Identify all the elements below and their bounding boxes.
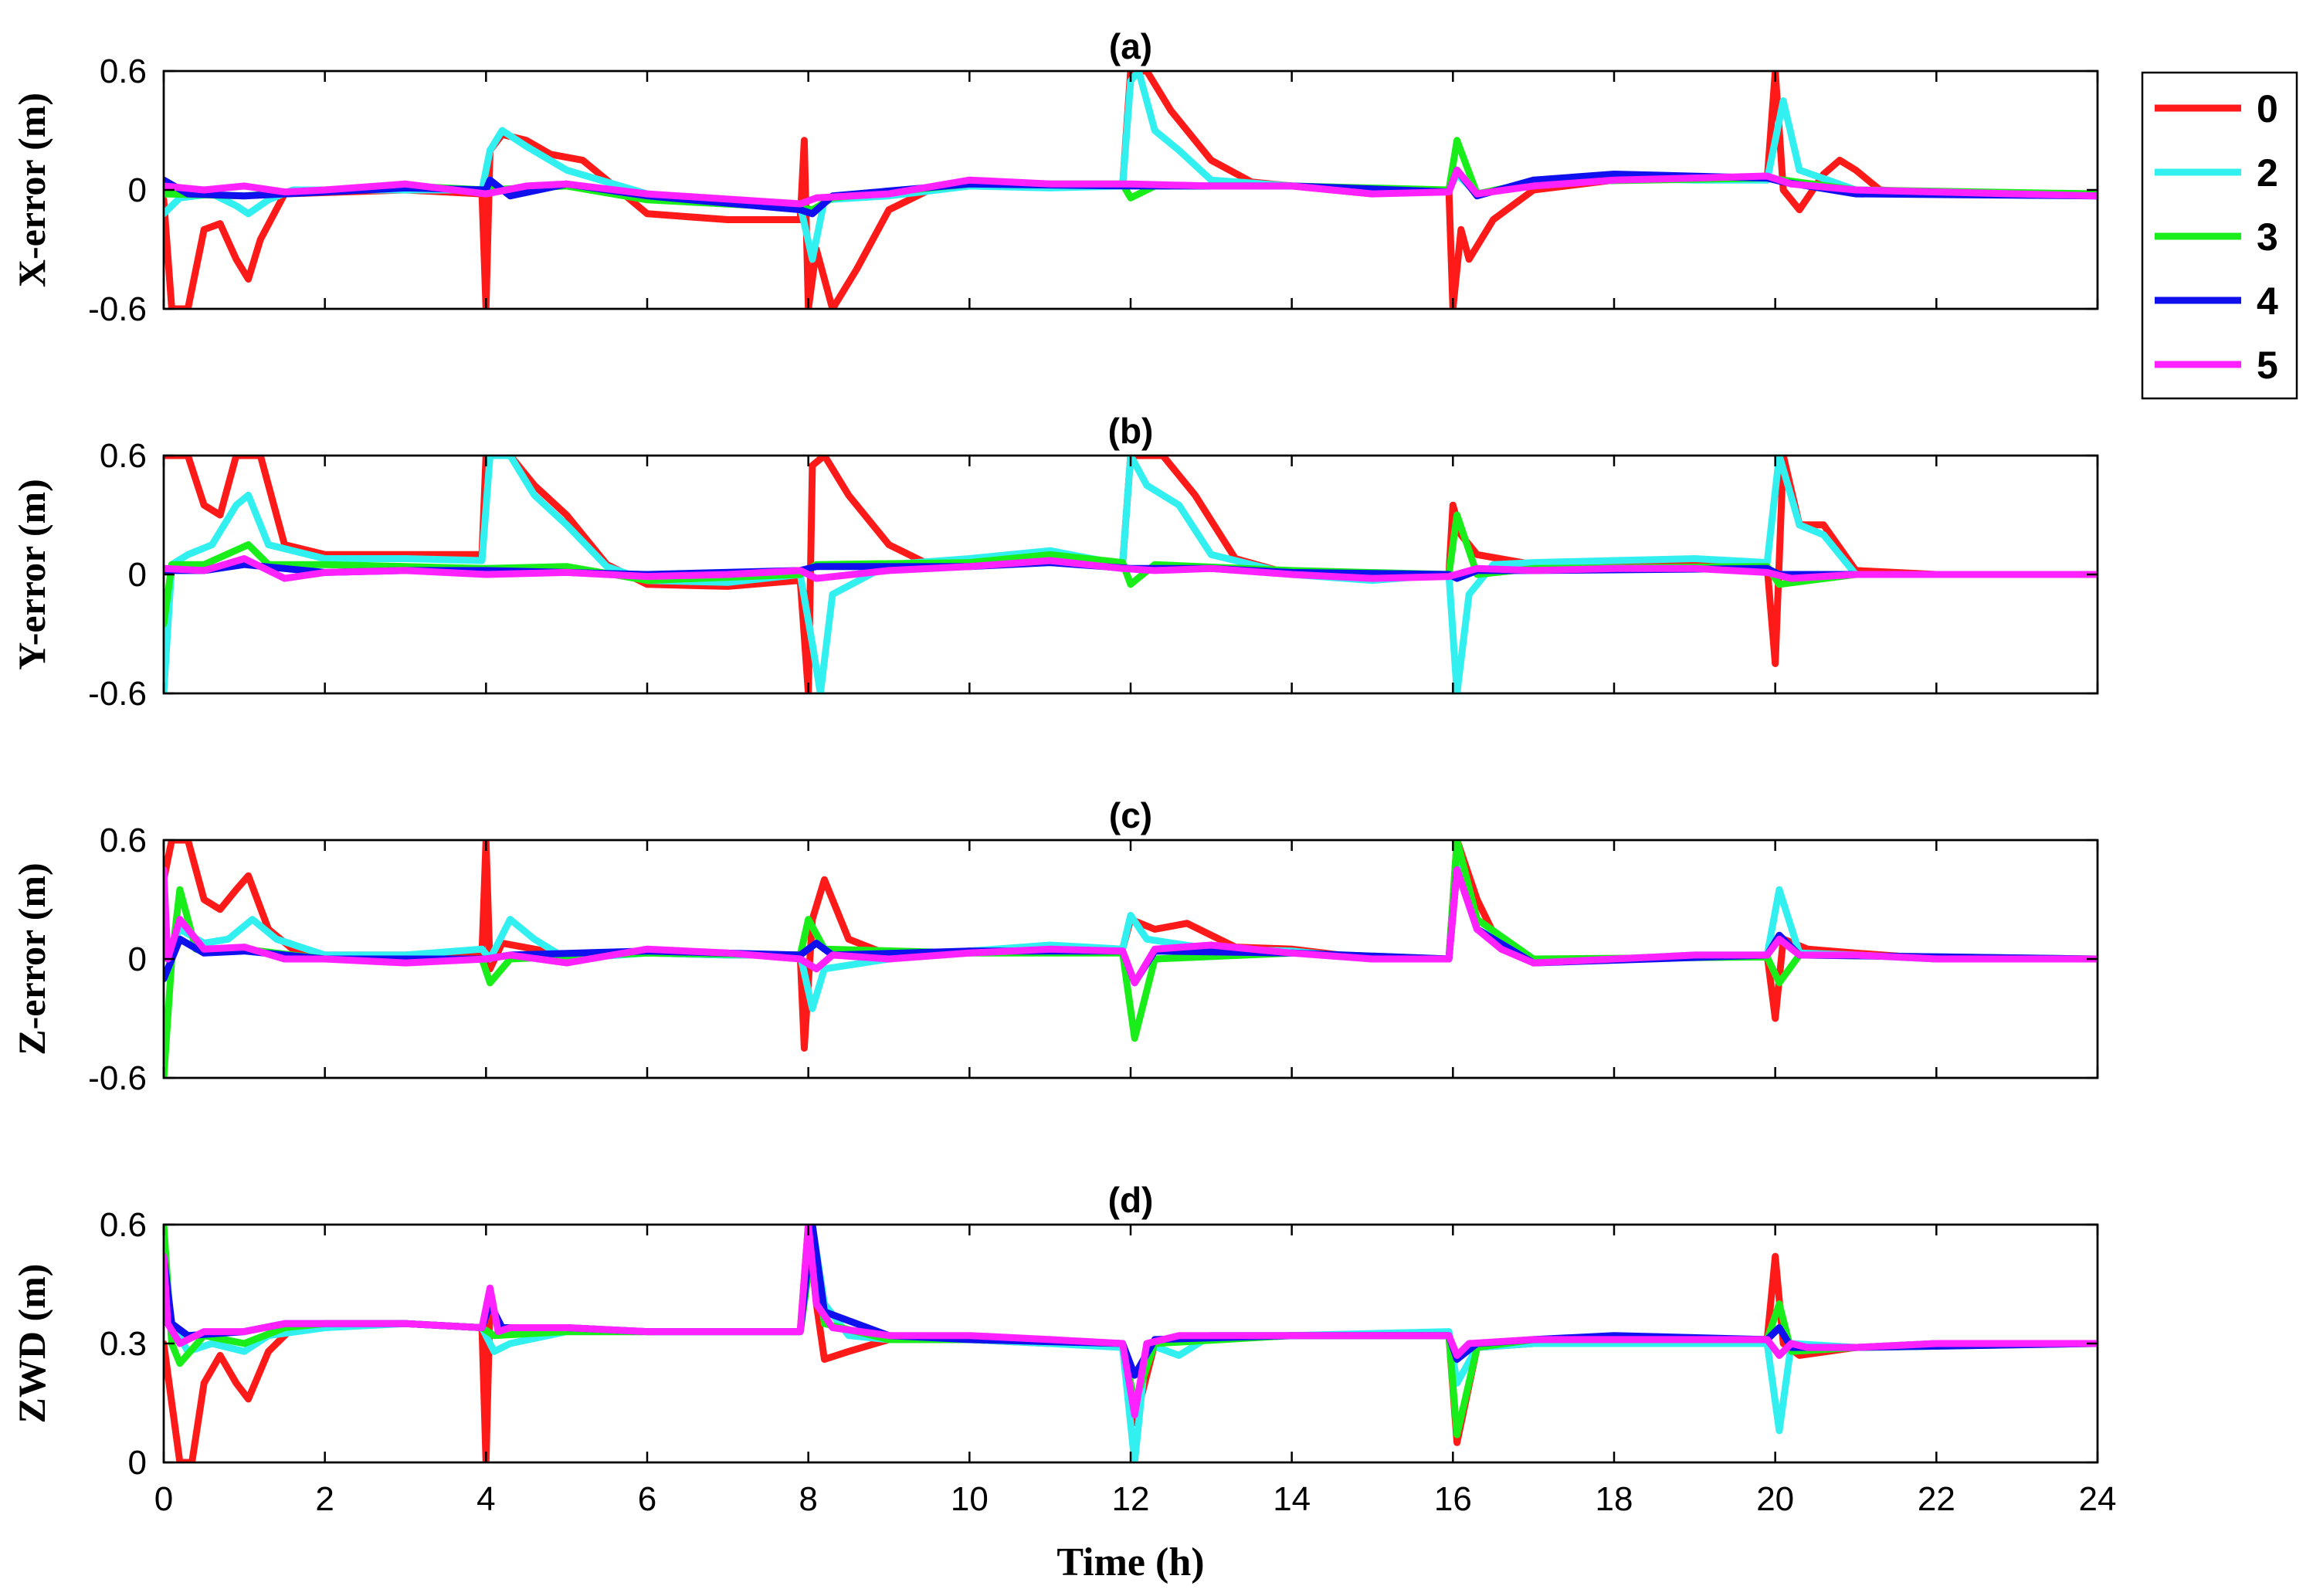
y-tick-label: 0: [128, 940, 147, 978]
x-tick-label: 22: [1918, 1480, 1955, 1518]
series-line-5: [164, 1225, 2098, 1418]
series-line-5: [164, 866, 2098, 987]
x-tick-label: 14: [1273, 1480, 1311, 1518]
x-tick-label: 16: [1434, 1480, 1472, 1518]
legend: 0 2 3 4 5: [2141, 71, 2298, 400]
panel-1: -0.6 0 0.6 (a) X-error (m): [10, 26, 2099, 328]
legend-label-5: 5: [2257, 344, 2278, 387]
series-line-5: [164, 555, 2098, 582]
series-group: [164, 456, 2098, 693]
series-group: [164, 840, 2098, 1078]
y-tick-label: 0: [128, 556, 147, 594]
y-tick-label: -0.6: [88, 1059, 147, 1097]
x-tick-label: 4: [477, 1480, 495, 1518]
y-tick-label: -0.6: [88, 675, 147, 713]
y-tick-label: 0.6: [100, 822, 147, 859]
x-tick-label: 18: [1596, 1480, 1633, 1518]
y-tick-label: 0.6: [100, 437, 147, 475]
panel-title: (d): [1108, 1180, 1154, 1220]
y-axis-label: Y-error (m): [10, 479, 53, 670]
y-axis-label: Z-error (m): [10, 862, 53, 1055]
y-tick-label: 0.3: [100, 1325, 147, 1363]
legend-label-4: 4: [2257, 280, 2278, 323]
panels: -0.6 0 0.6 (a) X-error (m) -0.6 0 0.6 (b) Y-error…: [10, 26, 2116, 1518]
panel-4: 00.30.60 2 4 6 8 10 12 14 16 18 20 22 24(d)ZWD (m): [10, 1180, 2116, 1518]
y-tick-label: 0: [128, 1444, 147, 1482]
panel-2: -0.6 0 0.6 (b) Y-error (m): [10, 411, 2099, 713]
x-tick-label: 24: [2079, 1480, 2117, 1518]
x-axis-label: Time (h): [1056, 1540, 1204, 1584]
panel-title: (c): [1109, 795, 1152, 835]
legend-label-0: 0: [2257, 87, 2278, 130]
x-tick-label: 12: [1112, 1480, 1150, 1518]
legend-label-2: 2: [2257, 151, 2278, 195]
series-line-2: [164, 456, 2098, 693]
panel-title: (a): [1109, 26, 1152, 66]
series-line-5: [164, 166, 2098, 208]
y-tick-label: 0.6: [100, 53, 147, 90]
x-tick-label: 20: [1756, 1480, 1794, 1518]
x-tick-label: 8: [799, 1480, 817, 1518]
x-tick-label: 6: [638, 1480, 656, 1518]
panel-3: -0.6 0 0.6 (c) Z-error (m): [10, 795, 2099, 1097]
y-axis-label: ZWD (m): [10, 1264, 53, 1424]
series-group: [164, 71, 2098, 309]
x-tick-label: 0: [154, 1480, 173, 1518]
y-tick-label: -0.6: [88, 290, 147, 328]
y-tick-label: 0: [128, 171, 147, 209]
y-tick-label: 0.6: [100, 1206, 147, 1244]
panel-title: (b): [1108, 411, 1154, 451]
x-tick-label: 10: [951, 1480, 989, 1518]
legend-label-3: 3: [2257, 215, 2278, 259]
series-group: [164, 1225, 2098, 1462]
y-axis-label: X-error (m): [10, 93, 53, 287]
x-tick-label: 2: [315, 1480, 334, 1518]
